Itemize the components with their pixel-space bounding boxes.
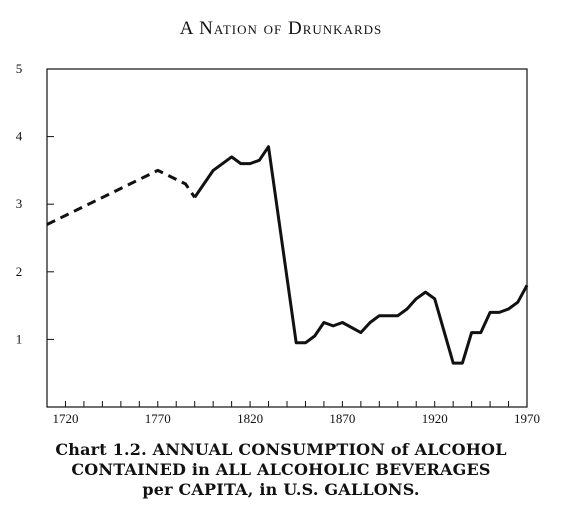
- series-line-recorded: [193, 145, 529, 365]
- x-tick-label: 1770: [145, 411, 171, 426]
- y-tick-label: 5: [16, 61, 23, 76]
- plot-frame: [46, 68, 528, 408]
- x-tick-label: 1970: [514, 411, 540, 426]
- y-tick-label: 3: [16, 196, 23, 211]
- series-line-estimated: [46, 168, 196, 226]
- x-tick-label: 1820: [237, 411, 263, 426]
- chart-caption: Chart 1.2. ANNUAL CONSUMPTION of ALCOHOL…: [0, 440, 562, 500]
- alcohol-consumption-chart: 1720 1770 1820 1870 1920 1970 1 2 3 4 5: [16, 61, 540, 426]
- y-tick-label: 4: [16, 129, 23, 144]
- y-tick-label: 2: [16, 264, 23, 279]
- caption-line-2: CONTAINED in ALL ALCOHOLIC BEVERAGES: [71, 460, 491, 479]
- page-header: A Nation of Drunkards: [179, 18, 383, 39]
- x-tick-label: 1720: [52, 411, 78, 426]
- x-tick-label: 1870: [329, 411, 355, 426]
- caption-line-3: per CAPITA, in U.S. GALLONS.: [142, 480, 420, 499]
- caption-line-1: Chart 1.2. ANNUAL CONSUMPTION of ALCOHOL: [55, 440, 507, 459]
- x-tick-label: 1920: [422, 411, 448, 426]
- y-tick-label: 1: [16, 331, 23, 346]
